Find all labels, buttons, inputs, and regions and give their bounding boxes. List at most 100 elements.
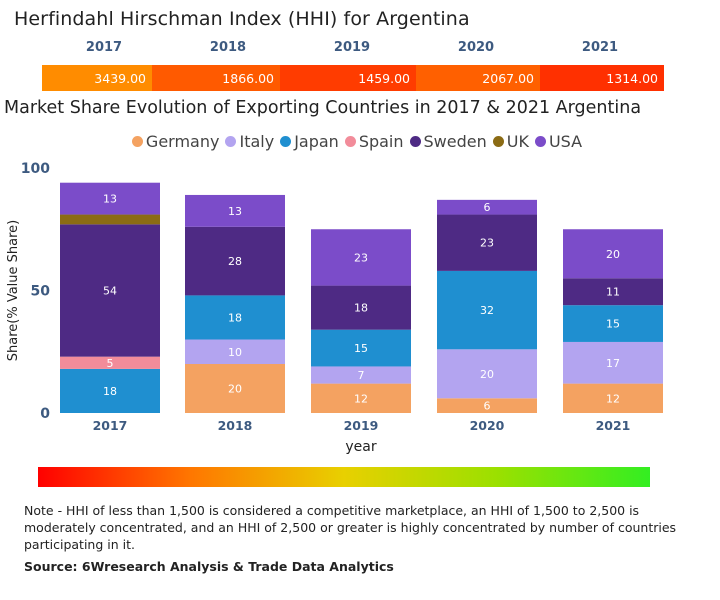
x-axis-label: year (345, 439, 376, 455)
bar-segment-italy-2019 (311, 366, 411, 384)
hhi-cell-2020: 2067.00 (416, 65, 540, 91)
data-label: 32 (480, 304, 494, 317)
bar-segment-germany-2018 (185, 364, 285, 413)
data-label: 20 (228, 383, 242, 396)
bar-segment-sweden-2018 (185, 226, 285, 296)
data-label: 6 (484, 400, 491, 413)
bar-segment-germany-2019 (311, 383, 411, 413)
hhi-year-label: 2019 (333, 40, 371, 55)
hhi-year-label: 2017 (85, 40, 123, 55)
x-tick-label: 2020 (470, 418, 505, 433)
hhi-value: 1314.00 (606, 70, 658, 86)
y-tick-label: 100 (21, 161, 50, 177)
legend-item-sweden: Sweden (409, 132, 487, 151)
legend-label: UK (506, 132, 529, 151)
bar-segment-uk-2017 (60, 214, 160, 225)
legend-swatch (534, 136, 546, 147)
hhi-value: 1866.00 (222, 70, 274, 86)
data-label: 54 (103, 285, 117, 298)
bar-segment-usa-2017 (60, 182, 160, 215)
hhi-value: 1459.00 (358, 70, 410, 86)
legend-item-italy: Italy (225, 132, 274, 151)
bar-segment-usa-2021 (563, 229, 663, 279)
hhi-gradient-scale (38, 467, 650, 487)
data-label: 15 (354, 342, 368, 355)
x-tick-label: 2021 (596, 418, 631, 433)
bar-segment-italy-2020 (437, 349, 537, 399)
hhi-cell-2017: 3439.00 (42, 65, 152, 91)
bar-segment-germany-2021 (563, 383, 663, 413)
bar-segment-japan-2020 (437, 270, 537, 350)
data-label: 12 (606, 392, 620, 405)
y-tick-label: 50 (31, 284, 51, 300)
hhi-title: Herfindahl Hirschman Index (HHI) for Arg… (14, 8, 470, 30)
legend-label: Japan (294, 132, 339, 151)
data-label: 7 (358, 369, 365, 382)
data-label: 23 (480, 237, 494, 250)
legend-label: Spain (358, 132, 404, 151)
chart-legend: Germany Italy Japan Spain Sweden UK USA (0, 132, 720, 151)
bar-segment-sweden-2019 (311, 285, 411, 330)
source-text: Source: 6Wresearch Analysis & Trade Data… (24, 559, 394, 574)
legend-swatch (280, 136, 292, 147)
bar-segment-japan-2019 (311, 329, 411, 367)
data-label: 10 (228, 346, 242, 359)
data-label: 18 (228, 311, 242, 324)
legend-swatch (344, 136, 356, 147)
legend-swatch (492, 136, 504, 147)
bar-segment-italy-2018 (185, 339, 285, 364)
data-label: 13 (103, 193, 117, 206)
legend-swatch (225, 136, 237, 147)
x-tick-label: 2019 (344, 418, 379, 433)
bar-segment-sweden-2021 (563, 278, 663, 306)
hhi-value: 2067.00 (482, 70, 534, 86)
hhi-strip: 3439.00 1866.00 1459.00 2067.00 1314.00 (42, 65, 664, 91)
hhi-cell-2021: 1314.00 (540, 65, 664, 91)
bar-segment-germany-2020 (437, 398, 537, 413)
hhi-cell-2019: 1459.00 (280, 65, 416, 91)
data-label: 5 (107, 357, 114, 370)
bar-segment-japan-2017 (60, 368, 160, 413)
data-label: 17 (606, 357, 620, 370)
legend-label: Germany (145, 132, 220, 151)
hhi-year-label: 2018 (209, 40, 247, 55)
x-tick-label: 2018 (218, 418, 253, 433)
legend-swatch (409, 136, 421, 147)
legend-swatch (131, 136, 143, 147)
bar-segment-japan-2018 (185, 295, 285, 340)
data-label: 23 (354, 251, 368, 264)
legend-item-uk: UK (492, 132, 529, 151)
legend-item-germany: Germany (131, 132, 220, 151)
chart-title: Market Share Evolution of Exporting Coun… (4, 98, 642, 118)
legend-item-usa: USA (534, 132, 583, 151)
data-label: 18 (354, 302, 368, 315)
hhi-year-label: 2021 (581, 40, 619, 55)
bar-segment-sweden-2020 (437, 214, 537, 271)
hhi-cell-2018: 1866.00 (152, 65, 280, 91)
bar-segment-japan-2021 (563, 305, 663, 342)
bar-segment-usa-2020 (437, 199, 537, 215)
bar-segment-usa-2019 (311, 229, 411, 286)
data-label: 20 (480, 368, 494, 381)
bar-segment-sweden-2017 (60, 224, 160, 357)
data-label: 20 (606, 248, 620, 261)
legend-item-japan: Japan (280, 132, 339, 151)
y-axis-label: Share(% Value Share) (6, 220, 21, 362)
data-label: 15 (606, 318, 620, 331)
data-label: 6 (484, 201, 491, 214)
hhi-year-label: 2020 (457, 40, 495, 55)
data-label: 11 (606, 286, 620, 299)
note-text: Note - HHI of less than 1,500 is conside… (24, 503, 677, 552)
data-label: 18 (103, 385, 117, 398)
legend-label: USA (548, 132, 583, 151)
bar-segment-italy-2021 (563, 341, 663, 384)
hhi-value: 3439.00 (94, 70, 146, 86)
bar-segment-usa-2018 (185, 194, 285, 227)
data-label: 12 (354, 392, 368, 405)
legend-item-spain: Spain (344, 132, 404, 151)
legend-label: Sweden (423, 132, 487, 151)
data-label: 13 (228, 205, 242, 218)
data-label: 28 (228, 255, 242, 268)
bar-segment-spain-2017 (60, 356, 160, 369)
